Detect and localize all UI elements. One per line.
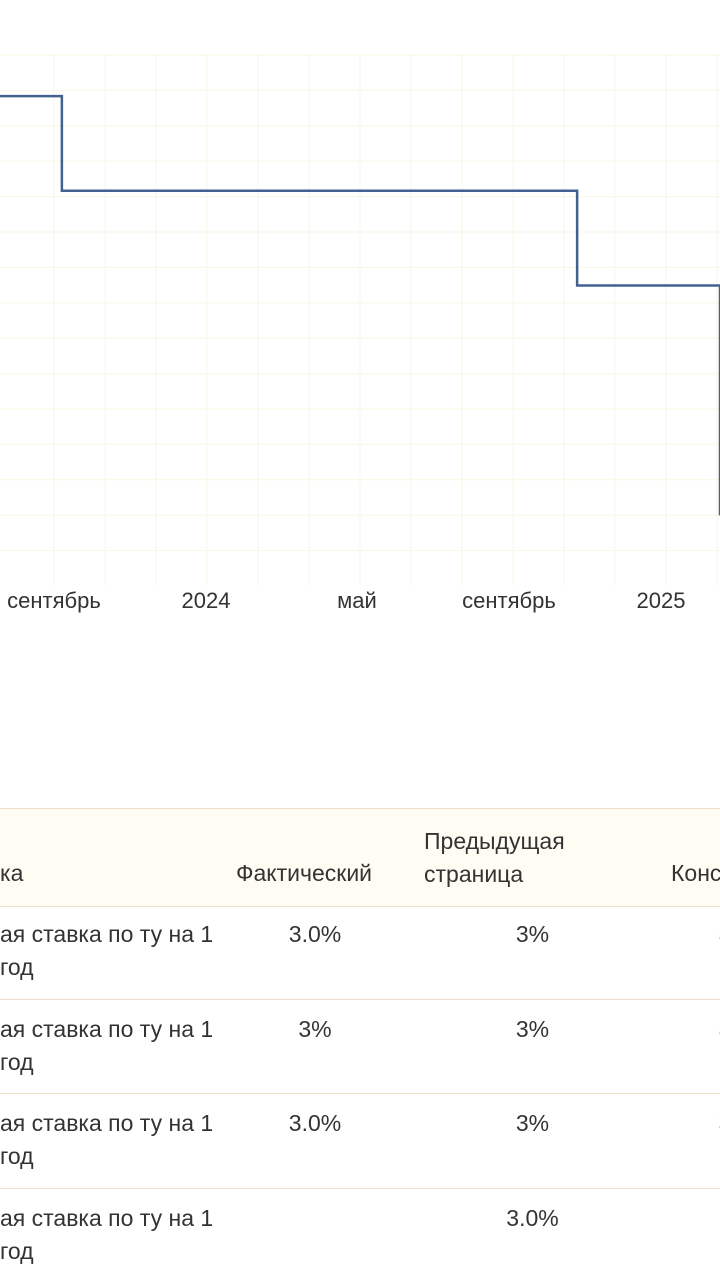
- indicator-cell: ая ставка по ту на 1 год: [0, 1110, 214, 1169]
- header-actual: Фактический: [236, 860, 373, 886]
- x-tick-label: 2024: [182, 588, 231, 613]
- previous-cell: 3%: [515, 921, 550, 947]
- consensus-cell: 3: [665, 918, 720, 951]
- indicator-cell: ая ставка по ту на 1 год: [0, 1015, 214, 1075]
- x-axis-ticks: сентябрь 2024 май сентябрь 2025: [7, 588, 685, 613]
- table-row: ая ставка по ту на 1 год 3.0% 3% 3: [0, 1094, 720, 1189]
- indicator-cell: ая ставка по ту на 1 год: [0, 1204, 214, 1264]
- previous-cell: 3.0%: [506, 1204, 559, 1231]
- header-indicator: ка: [0, 860, 24, 886]
- table-row: ая ставка по ту на 1 год 3% 3% 3: [0, 1000, 720, 1094]
- actual-cell: 3%: [298, 1015, 332, 1042]
- indicator-cell: ая ставка по ту на 1 год: [0, 921, 214, 980]
- actual-cell: 3.0%: [288, 921, 342, 947]
- header-previous: Предыдущая страница: [424, 828, 565, 887]
- table-header-row: ка Фактический Предыдущая страница Конс: [0, 808, 720, 907]
- previous-cell: 3%: [515, 1015, 550, 1042]
- consensus-cell: 3: [665, 1107, 720, 1140]
- table-row: ая ставка по ту на 1 год 3.0% 3% 3: [0, 905, 720, 1000]
- x-tick-label: 2025: [637, 588, 686, 613]
- table-row: ая ставка по ту на 1 год 3.0%: [0, 1189, 720, 1280]
- series-line-0: [0, 94, 720, 516]
- chart-series: [0, 94, 720, 516]
- previous-cell: 3%: [515, 1110, 550, 1136]
- actual-cell: 3.0%: [288, 1110, 342, 1136]
- header-consensus: Конс: [671, 860, 720, 886]
- interest-rate-chart: сентябрь 2024 май сентябрь 2025: [0, 54, 720, 613]
- x-tick-label: сентябрь: [7, 588, 101, 613]
- x-tick-label: май: [337, 588, 377, 613]
- chart-grid: [0, 54, 720, 585]
- consensus-cell: 3: [665, 1013, 720, 1046]
- x-tick-label: сентябрь: [462, 588, 556, 613]
- rates-table: ка Фактический Предыдущая страница Конс …: [0, 808, 720, 1280]
